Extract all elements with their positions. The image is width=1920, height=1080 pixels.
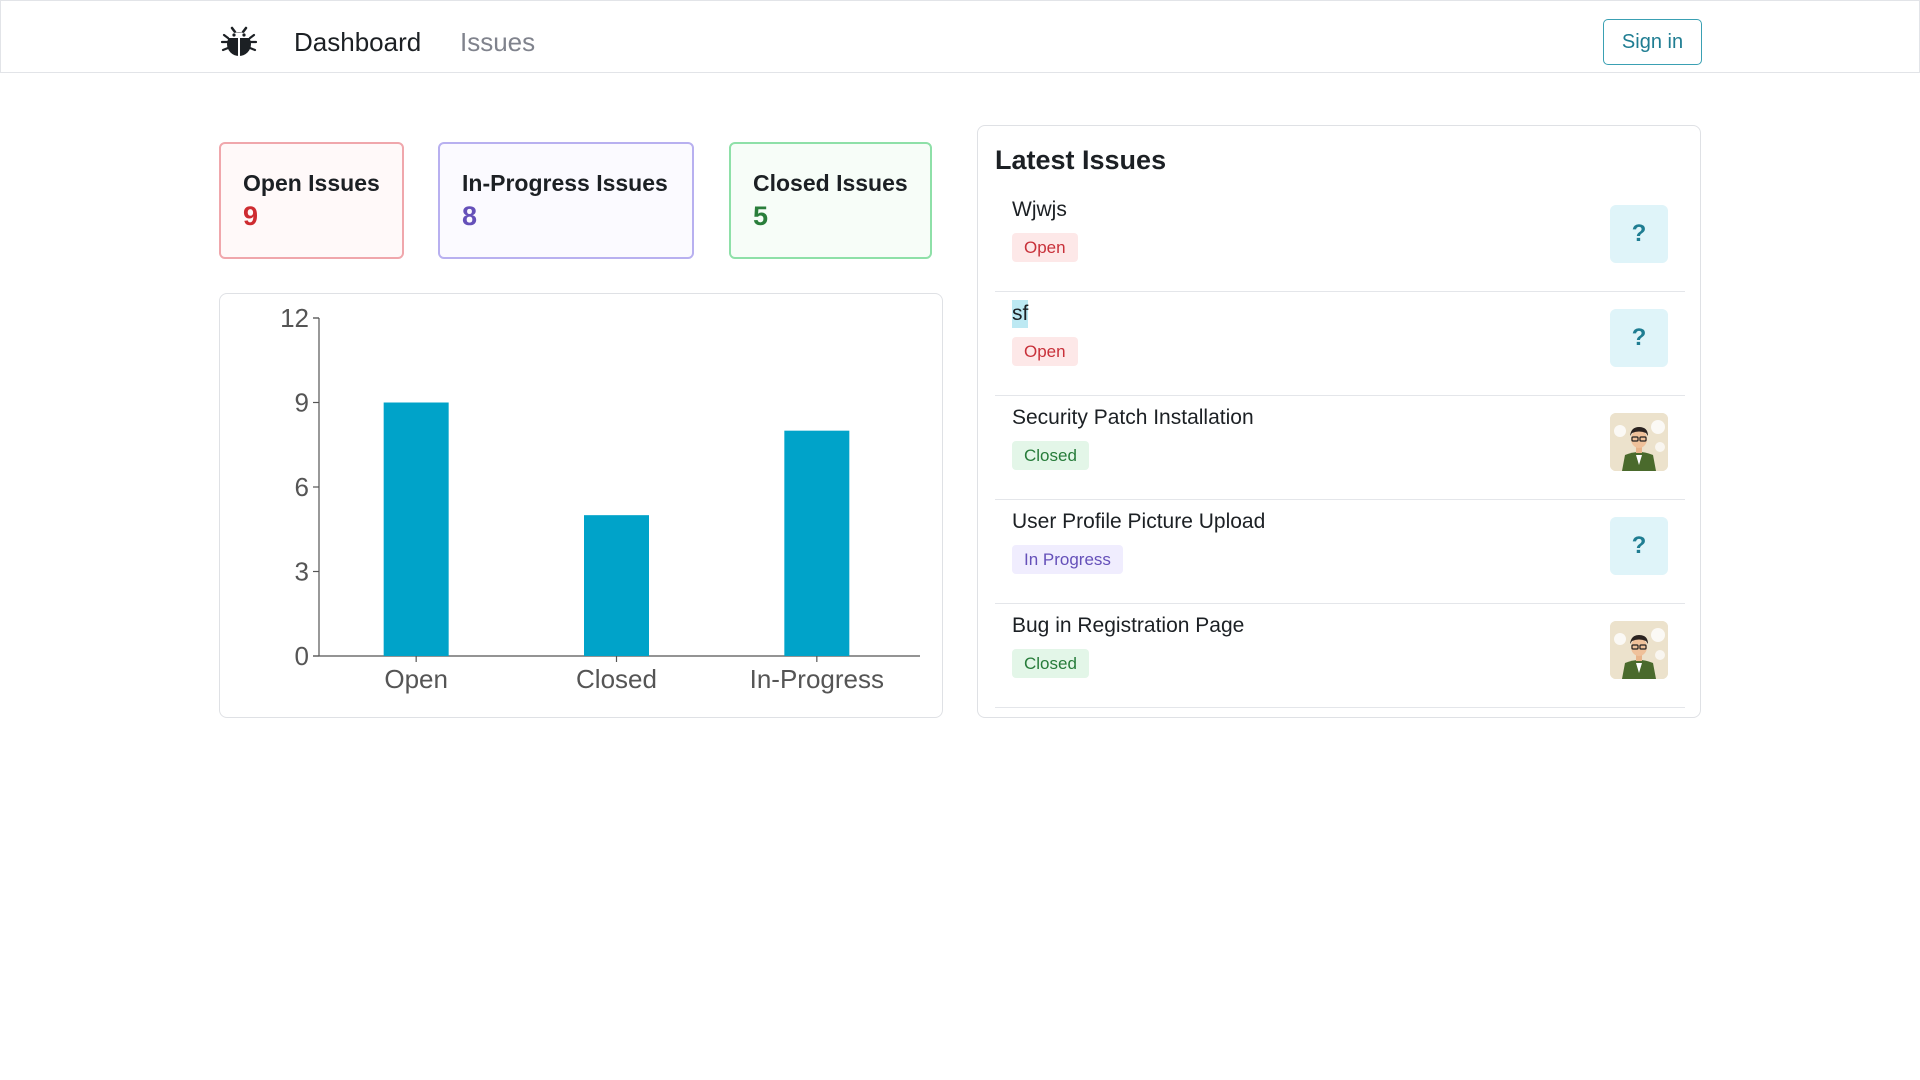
unassigned-avatar: ?	[1610, 205, 1668, 263]
status-badge: Closed	[1012, 649, 1089, 678]
chart-bar	[584, 515, 649, 656]
status-badge: In Progress	[1012, 545, 1123, 574]
unassigned-avatar: ?	[1610, 517, 1668, 575]
navbar: Dashboard Issues Sign in	[0, 0, 1920, 73]
issue-row: Security Patch Installation Closed	[995, 396, 1685, 500]
y-tick-label: 9	[295, 388, 309, 418]
latest-issues-title: Latest Issues	[995, 145, 1167, 175]
issue-row: User Profile Picture Upload In Progress …	[995, 500, 1685, 604]
latest-issues-card: Latest Issues Wjwjs Open ? sf Open ? Sec…	[977, 125, 1701, 718]
bug-icon[interactable]	[220, 22, 258, 60]
person-avatar-icon	[1610, 413, 1668, 471]
issue-title-link[interactable]: Security Patch Installation	[1012, 406, 1254, 429]
y-tick-label: 3	[295, 557, 309, 587]
y-tick-label: 12	[280, 303, 309, 333]
issues-chart-card: 0 3 6 9 12 Open Closed In-Progress	[219, 293, 943, 718]
open-issues-title: Open Issues	[243, 170, 380, 196]
issue-row: sf Open ?	[995, 292, 1685, 396]
closed-issues-title: Closed Issues	[753, 170, 908, 196]
status-badge: Open	[1012, 337, 1078, 366]
closed-issues-count: 5	[753, 201, 769, 231]
chart-bar	[784, 430, 850, 656]
chart-bar	[383, 402, 449, 656]
issues-bar-chart: 0 3 6 9 12 Open Closed In-Progress	[280, 303, 920, 694]
assignee-avatar	[1610, 413, 1668, 471]
open-issues-count: 9	[243, 201, 259, 231]
issue-row: Wjwjs Open ?	[995, 188, 1685, 292]
in-progress-issues-card[interactable]: In-Progress Issues 8	[438, 142, 694, 259]
open-issues-card[interactable]: Open Issues 9	[219, 142, 404, 259]
issue-title-link[interactable]: Bug in Registration Page	[1012, 614, 1245, 637]
y-tick-label: 6	[295, 472, 309, 502]
issue-title-link[interactable]: User Profile Picture Upload	[1012, 510, 1266, 533]
in-progress-issues-title: In-Progress Issues	[462, 170, 668, 196]
status-badge: Closed	[1012, 441, 1089, 470]
nav-issues-link[interactable]: Issues	[460, 27, 536, 57]
x-tick-label: Closed	[576, 664, 657, 694]
nav-dashboard-link[interactable]: Dashboard	[294, 27, 422, 57]
person-avatar-icon	[1610, 621, 1668, 679]
issue-row: Bug in Registration Page Closed	[995, 604, 1685, 708]
in-progress-issues-count: 8	[462, 201, 478, 231]
status-badge: Open	[1012, 233, 1078, 262]
closed-issues-card[interactable]: Closed Issues 5	[729, 142, 932, 259]
latest-issues-list: Wjwjs Open ? sf Open ? Security Patch In…	[995, 188, 1685, 708]
issue-title-link[interactable]: sf	[1012, 300, 1029, 328]
assignee-avatar	[1610, 621, 1668, 679]
sign-in-button[interactable]: Sign in	[1603, 19, 1702, 65]
unassigned-avatar: ?	[1610, 309, 1668, 367]
y-tick-label: 0	[295, 641, 309, 671]
x-tick-label: In-Progress	[750, 664, 884, 694]
issue-title-link[interactable]: Wjwjs	[1012, 198, 1067, 221]
x-tick-label: Open	[384, 664, 448, 694]
navbar-inner: Dashboard Issues Sign in	[220, 1, 1702, 74]
